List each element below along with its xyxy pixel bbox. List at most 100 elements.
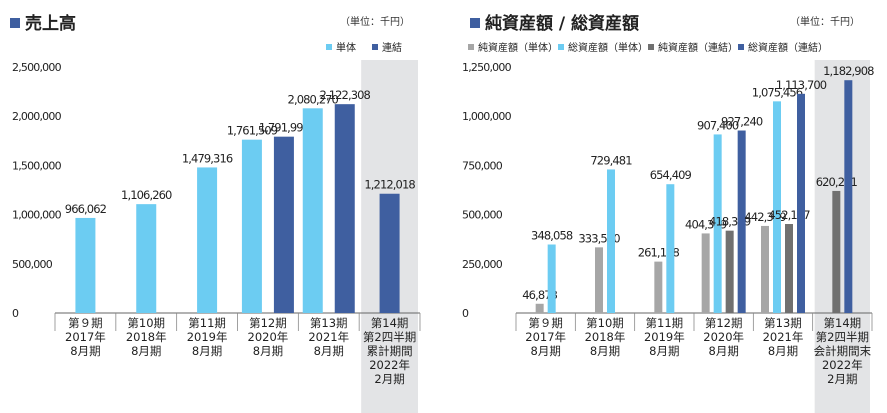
sales-category-label: 8月期 [70, 344, 100, 358]
sales-legend-label: 連結 [382, 41, 402, 54]
assets-category-label: 第10期 [586, 316, 624, 330]
assets-category-label: 2月期 [827, 372, 857, 386]
assets-category-label: 会計期間末 [814, 344, 872, 358]
assets-legend-swatch [648, 44, 654, 50]
assets-bar [701, 233, 710, 313]
assets-legend-swatch [468, 44, 474, 50]
sales-category-label: 8月期 [314, 344, 344, 358]
sales-category-label: 累計期間 [367, 344, 413, 358]
assets-y-tick-label: 1,000,000 [462, 110, 512, 123]
assets-category-label: 2019年 [644, 330, 685, 344]
sales-bar [136, 204, 157, 313]
assets-bar [844, 80, 853, 313]
sales-bar [379, 193, 400, 313]
assets-y-tick-label: 500,000 [462, 209, 503, 222]
assets-category-label: 第９期 [528, 316, 563, 330]
sales-data-label: 1,761,509 [227, 124, 278, 138]
assets-legend-swatch [558, 44, 564, 50]
sales-category-label: 2月期 [374, 372, 404, 386]
assets-bar [785, 224, 793, 313]
sales-bar [302, 108, 323, 314]
assets-bar [654, 261, 663, 313]
assets-bar [595, 247, 603, 313]
assets-bar [832, 190, 841, 313]
sales-data-label: 1,479,316 [182, 151, 233, 165]
assets-category-label: 2022年 [822, 358, 863, 372]
assets-category-label: 2020年 [703, 330, 744, 344]
assets-data-label: 654,409 [650, 168, 692, 182]
sales-bar [241, 139, 262, 313]
assets-data-label: 1,075,456 [752, 85, 803, 99]
sales-category-label: 第12期 [249, 316, 287, 330]
assets-category-label: 2018年 [585, 330, 626, 344]
sales-category-label: 8月期 [192, 344, 222, 358]
sales-data-label: 1,791,998 [259, 121, 310, 135]
assets-category-label: 8月期 [590, 344, 620, 358]
sales-chart-svg: 2,500,000 2,000,000 1,500,000 1,000,000 500,… [12, 41, 421, 413]
assets-category-label: 2021年 [763, 330, 804, 344]
sales-category-label: 第2四半期 [363, 330, 416, 344]
assets-chart-panel: 純資産額 / 総資産額 （単位：千円） 1,250,000 1,000,000 75… [460, 0, 887, 413]
sales-category-label: 2018年 [126, 330, 167, 344]
assets-category-label: 第11期 [646, 316, 684, 330]
assets-data-label: 348,058 [531, 229, 573, 243]
assets-y-tick-label: 250,000 [462, 258, 503, 271]
assets-category-label: 第13期 [764, 316, 802, 330]
assets-bar [797, 93, 805, 313]
sales-bar [334, 104, 355, 314]
assets-category-label: 第14期 [824, 316, 862, 330]
assets-bar [535, 303, 544, 313]
sales-data-label: 1,212,018 [364, 178, 415, 192]
assets-data-label: 907,400 [697, 118, 739, 132]
sales-data-label: 966,062 [65, 202, 107, 216]
sales-category-label: 2017年 [65, 330, 106, 344]
assets-shaded-region [814, 60, 870, 413]
assets-category-label: 第2四半期 [816, 330, 869, 344]
sales-y-tick-label: 500,000 [12, 258, 53, 271]
sales-data-label: 2,080,270 [288, 92, 339, 106]
sales-category-label: 第14期 [371, 316, 409, 330]
assets-category-label: 8月期 [649, 344, 679, 358]
sales-bar [75, 217, 96, 313]
assets-legend-swatch [738, 44, 744, 50]
assets-legend-label: 純資産額（連結） [658, 41, 738, 54]
assets-data-label: 927,240 [721, 115, 763, 129]
title-square-icon [10, 18, 20, 28]
assets-chart-svg: 1,250,000 1,000,000 750,000 500,000 250,000 0… [462, 41, 875, 413]
sales-y-tick-label: 0 [12, 307, 19, 320]
sales-chart-panel: 売上高 （単位：千円） 2,500,000 2,000,000 1,500,000 1… [10, 14, 421, 413]
assets-bar [666, 184, 675, 313]
sales-category-label: 第10期 [127, 316, 165, 330]
sales-y-tick-label: 1,000,000 [12, 209, 62, 222]
assets-category-label: 第12期 [705, 316, 743, 330]
sales-y-tick-label: 2,500,000 [12, 61, 62, 74]
sales-category-label: 2021年 [308, 330, 349, 344]
sales-category-label: 8月期 [131, 344, 161, 358]
sales-category-label: 2019年 [187, 330, 228, 344]
sales-category-label: 2022年 [369, 358, 410, 372]
assets-legend-label: 総資産額（単体） [568, 41, 648, 54]
sales-category-label: 第13期 [310, 316, 348, 330]
title-square-icon [470, 18, 480, 28]
sales-category-label: 第11期 [188, 316, 226, 330]
assets-data-label: 729,481 [590, 153, 632, 167]
assets-y-tick-label: 1,250,000 [462, 61, 512, 74]
sales-unit-label: （単位：千円） [340, 17, 410, 28]
assets-category-label: 2017年 [525, 330, 566, 344]
assets-category-label: 8月期 [709, 344, 739, 358]
assets-bar [713, 134, 722, 313]
assets-y-tick-label: 0 [462, 307, 469, 320]
sales-category-label: 2020年 [248, 330, 289, 344]
sales-y-tick-label: 1,500,000 [12, 159, 62, 172]
assets-y-tick-label: 750,000 [462, 159, 503, 172]
assets-unit-label: （単位：千円） [790, 17, 860, 28]
assets-category-label: 8月期 [531, 344, 561, 358]
sales-category-label: 第９期 [68, 316, 103, 330]
assets-title-text: 純資産額 / 総資産額 [485, 14, 640, 34]
sales-bar [197, 167, 218, 313]
assets-legend-label: 総資産額（連結） [748, 41, 828, 54]
sales-legend-swatch [326, 44, 332, 50]
assets-chart-title: 純資産額 / 総資産額 [470, 9, 639, 34]
sales-bar [273, 136, 294, 313]
assets-bar [773, 101, 781, 314]
